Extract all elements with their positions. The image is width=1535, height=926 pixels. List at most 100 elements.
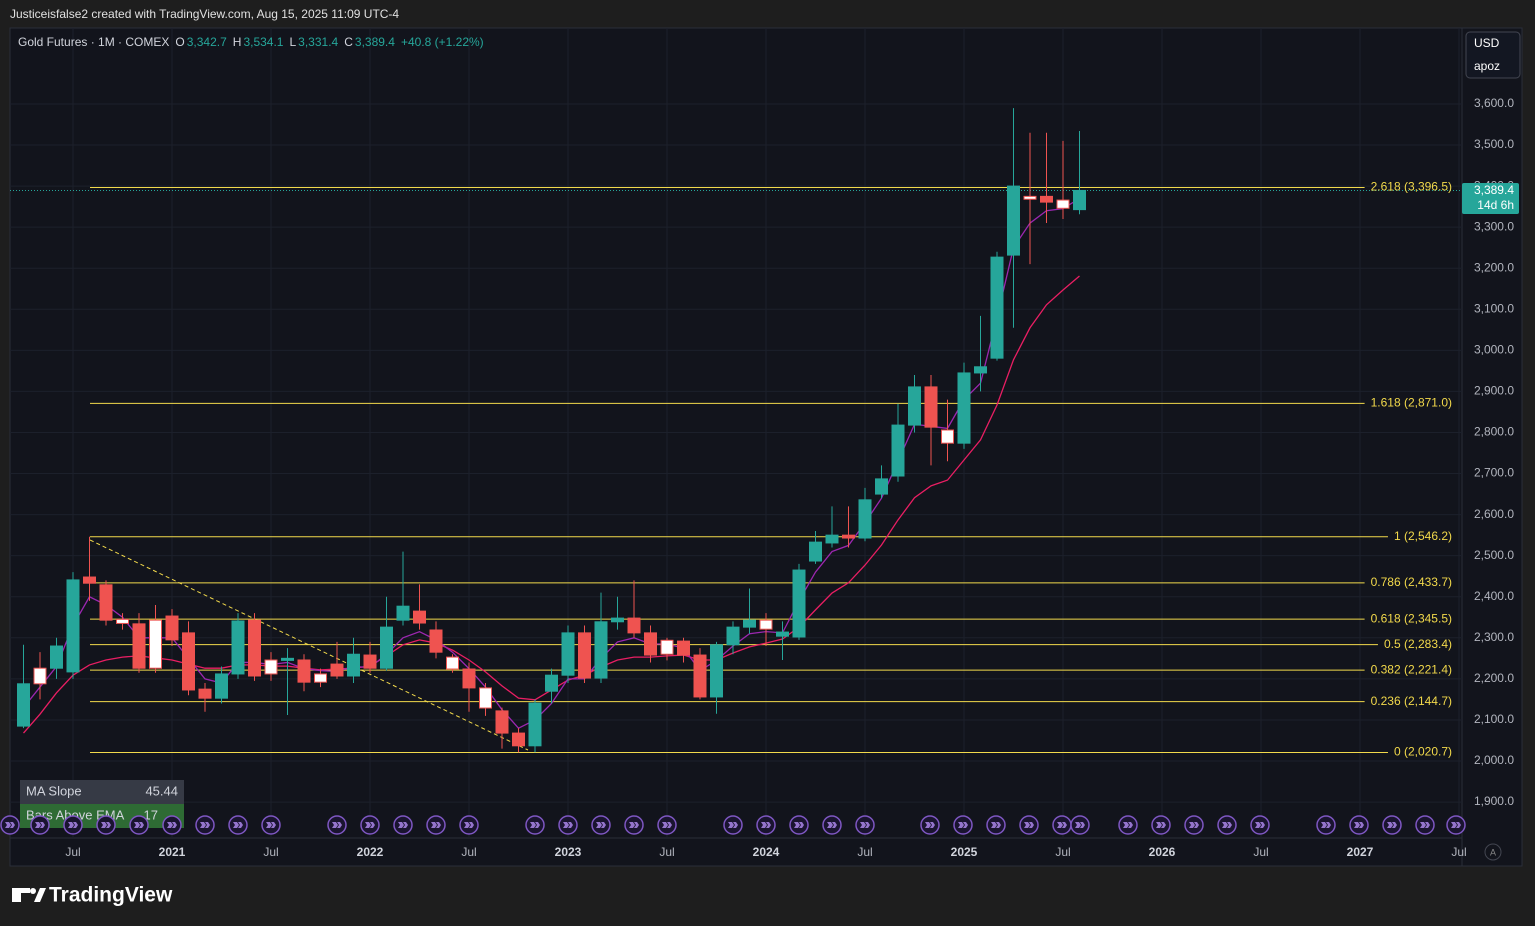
x-tick-label: 2026	[1149, 845, 1176, 859]
auto-scale-label: A	[1490, 847, 1496, 857]
candle-body	[743, 619, 756, 628]
fib-label: 0.618 (2,345.5)	[1371, 611, 1452, 625]
candle-body	[215, 673, 228, 699]
x-tick-label: 2024	[753, 845, 780, 859]
candle-body	[776, 631, 789, 637]
candle-body	[380, 626, 393, 669]
y-tick-label: 3,200.0	[1474, 260, 1514, 274]
candle-body	[627, 617, 641, 634]
event-icon-glyph	[134, 822, 144, 828]
y-tick-label: 2,500.0	[1474, 548, 1514, 562]
fib-label: 2.618 (3,396.5)	[1371, 180, 1452, 194]
candle-body	[858, 499, 872, 539]
symbol-name: Gold Futures · 1M · COMEX	[18, 35, 169, 49]
y-tick-label: 2,400.0	[1474, 589, 1514, 603]
event-icon-glyph	[860, 822, 870, 828]
event-icon-glyph	[629, 822, 639, 828]
fib-label: 0.786 (2,433.7)	[1371, 575, 1452, 589]
price-tag-value: 3,389.4	[1474, 183, 1514, 197]
currency-code: USD	[1474, 36, 1500, 50]
event-icon-glyph	[5, 822, 15, 828]
candle-body	[941, 429, 954, 444]
candle-body	[1056, 199, 1070, 209]
candle-body	[759, 619, 773, 630]
trend-line	[89, 539, 529, 751]
ohlc-value: 3,342.7	[187, 35, 227, 49]
candle-body	[495, 710, 509, 734]
ohlc-value: 3,331.4	[298, 35, 338, 49]
candle-body	[17, 683, 30, 727]
event-icon-glyph	[1024, 822, 1034, 828]
event-icon-glyph	[1420, 822, 1430, 828]
table-cell: 17	[144, 807, 158, 822]
candle-body	[347, 653, 360, 677]
candle-body	[1040, 195, 1053, 203]
candle-body	[149, 619, 162, 669]
y-tick-label: 3,300.0	[1474, 219, 1514, 233]
auto-scale-button[interactable]	[1484, 843, 1502, 861]
event-icon-glyph	[1189, 822, 1199, 828]
candle-body	[710, 644, 723, 698]
candle-body	[198, 688, 212, 699]
candle-body	[1007, 185, 1020, 256]
candle-body	[545, 674, 558, 692]
candle-body	[1023, 195, 1037, 200]
candle-body	[446, 656, 459, 670]
x-tick-label: Jul	[1055, 845, 1070, 859]
event-icon-glyph	[365, 822, 375, 828]
event-icon-glyph	[464, 822, 474, 828]
candle-body	[248, 619, 261, 677]
candle-body	[413, 610, 426, 624]
currency-box[interactable]	[1465, 31, 1521, 79]
event-icon-glyph	[266, 822, 276, 828]
fib-label: 0.382 (2,221.4)	[1371, 662, 1452, 676]
candle-body	[462, 668, 476, 689]
candle-body	[396, 605, 410, 621]
event-icon-glyph	[761, 822, 771, 828]
event-icon-glyph	[332, 822, 342, 828]
candle-body	[908, 386, 921, 426]
brand-logo	[12, 888, 46, 902]
fib-label: 0.236 (2,144.7)	[1371, 694, 1452, 708]
candle-body	[891, 424, 905, 477]
candle-body	[792, 569, 806, 638]
candle-body	[875, 478, 888, 495]
candle-body	[479, 687, 492, 709]
x-tick-label: Jul	[461, 845, 476, 859]
candle-body	[924, 386, 938, 428]
candle-body	[33, 667, 47, 685]
candle-body	[825, 534, 839, 544]
candle-body	[50, 645, 63, 669]
event-icon-glyph	[35, 822, 45, 828]
fib-label: 0 (2,020.7)	[1394, 745, 1452, 759]
candle-body	[116, 618, 129, 624]
candle-body	[231, 620, 245, 675]
candle-body	[182, 632, 195, 691]
event-icon-glyph	[530, 822, 540, 828]
candle-body	[83, 576, 96, 584]
candle-body	[429, 629, 443, 653]
ohlc-key: L	[289, 35, 296, 49]
event-icon-glyph	[1156, 822, 1166, 828]
y-tick-label: 2,100.0	[1474, 712, 1514, 726]
brand-name: TradingView	[49, 884, 173, 907]
y-tick-label: 2,900.0	[1474, 384, 1514, 398]
y-tick-label: 2,200.0	[1474, 671, 1514, 685]
ohlc-value: 3,534.1	[243, 35, 283, 49]
x-tick-label: 2027	[1347, 845, 1374, 859]
candle-body	[693, 654, 707, 698]
y-tick-label: 3,000.0	[1474, 343, 1514, 357]
x-tick-label: Jul	[65, 845, 80, 859]
event-icon-glyph	[662, 822, 672, 828]
fib-label: 1 (2,546.2)	[1394, 529, 1452, 543]
candle-body	[578, 632, 591, 679]
event-icon-glyph	[200, 822, 210, 828]
y-tick-label: 1,900.0	[1474, 794, 1514, 808]
candle-body	[677, 640, 690, 656]
ohlc-key: C	[344, 35, 353, 49]
fib-label: 0.5 (2,283.4)	[1384, 637, 1452, 651]
candle-body	[281, 657, 294, 661]
candle-body	[660, 639, 674, 655]
x-tick-label: Jul	[659, 845, 674, 859]
